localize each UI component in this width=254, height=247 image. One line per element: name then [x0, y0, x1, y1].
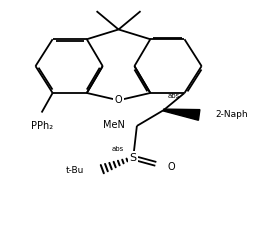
Text: t-Bu: t-Bu	[66, 166, 84, 175]
Text: 2-Naph: 2-Naph	[214, 110, 247, 119]
Text: abs: abs	[167, 93, 179, 99]
Text: O: O	[114, 95, 122, 105]
Text: PPh₂: PPh₂	[30, 121, 53, 131]
Text: abs: abs	[112, 146, 124, 152]
Polygon shape	[163, 109, 199, 120]
Text: O: O	[167, 162, 175, 172]
Text: S: S	[129, 153, 136, 163]
Text: MeN: MeN	[102, 120, 124, 130]
